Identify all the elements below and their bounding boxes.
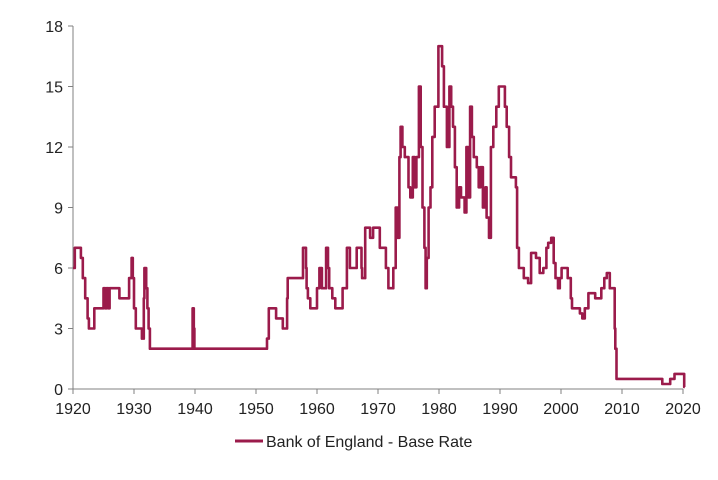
x-tick-label: 1970 xyxy=(360,401,396,418)
y-axis-ticks: 0 3 6 9 12 15 18 xyxy=(45,19,73,399)
x-tick-label: 1940 xyxy=(177,401,213,418)
x-tick-label: 1930 xyxy=(116,401,152,418)
x-tick-label: 1950 xyxy=(238,401,274,418)
x-tick-label: 2000 xyxy=(543,401,579,418)
y-tick-label: 6 xyxy=(54,261,63,278)
y-tick-label: 12 xyxy=(45,140,63,157)
axes xyxy=(72,26,683,390)
y-tick-label: 0 xyxy=(54,382,63,399)
legend-label: Bank of England - Base Rate xyxy=(266,434,472,451)
x-tick-label: 2010 xyxy=(604,401,640,418)
y-tick-label: 3 xyxy=(54,322,63,339)
legend: Bank of England - Base Rate xyxy=(235,434,472,451)
x-tick-label: 2020 xyxy=(665,401,701,418)
y-tick-label: 18 xyxy=(45,19,63,36)
x-tick-label: 1960 xyxy=(299,401,335,418)
y-tick-label: 9 xyxy=(54,201,63,218)
series-line-bank-of-england-base-rate xyxy=(73,44,686,389)
x-axis-ticks: 1920 1930 1940 1950 1960 1970 1980 1990 2000 2010… xyxy=(55,389,701,418)
x-tick-label: 1990 xyxy=(482,401,518,418)
series-group xyxy=(73,44,686,389)
x-tick-label: 1980 xyxy=(421,401,457,418)
y-tick-label: 15 xyxy=(45,80,63,97)
x-tick-label: 1920 xyxy=(55,401,91,418)
